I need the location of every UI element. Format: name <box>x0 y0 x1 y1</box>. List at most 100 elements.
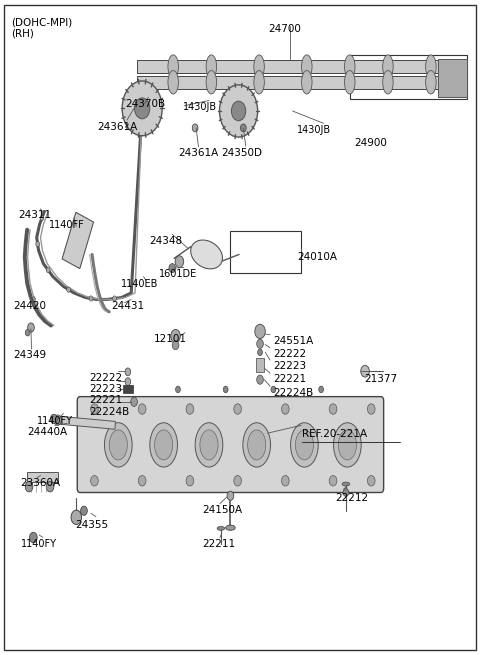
Ellipse shape <box>243 422 271 467</box>
Ellipse shape <box>217 527 225 531</box>
Ellipse shape <box>426 71 436 94</box>
Text: 24700: 24700 <box>269 24 301 34</box>
Bar <box>438 59 467 97</box>
Circle shape <box>125 378 131 386</box>
Text: 24361A: 24361A <box>97 122 137 132</box>
Circle shape <box>50 414 57 423</box>
Ellipse shape <box>150 422 178 467</box>
Circle shape <box>257 339 264 348</box>
Circle shape <box>25 329 30 336</box>
Circle shape <box>54 415 61 425</box>
Ellipse shape <box>345 55 355 79</box>
Circle shape <box>223 386 228 393</box>
Ellipse shape <box>334 422 361 467</box>
Text: 1430JB: 1430JB <box>183 102 217 113</box>
Circle shape <box>131 398 137 406</box>
Circle shape <box>125 368 131 376</box>
Ellipse shape <box>200 430 218 460</box>
Ellipse shape <box>345 71 355 94</box>
Circle shape <box>219 85 258 137</box>
Ellipse shape <box>383 71 393 94</box>
Circle shape <box>30 533 37 543</box>
Circle shape <box>329 404 337 414</box>
Circle shape <box>367 404 375 414</box>
Circle shape <box>46 267 50 272</box>
Circle shape <box>46 481 54 492</box>
Text: 24150A: 24150A <box>202 505 242 515</box>
Circle shape <box>343 489 349 496</box>
Ellipse shape <box>155 430 173 460</box>
Bar <box>230 231 301 272</box>
Circle shape <box>186 404 194 414</box>
Text: 1140FY: 1140FY <box>37 415 73 426</box>
Circle shape <box>176 386 180 393</box>
Circle shape <box>281 476 289 486</box>
Circle shape <box>319 386 324 393</box>
Text: 22224B: 22224B <box>274 388 313 398</box>
Polygon shape <box>62 212 94 269</box>
Text: 22222: 22222 <box>90 373 123 383</box>
Circle shape <box>258 349 263 356</box>
Bar <box>27 472 58 482</box>
Text: 23360A: 23360A <box>21 477 60 487</box>
FancyBboxPatch shape <box>77 397 384 493</box>
Text: (RH): (RH) <box>11 29 34 39</box>
Text: 22212: 22212 <box>336 493 369 502</box>
Circle shape <box>67 287 71 292</box>
Circle shape <box>128 386 132 393</box>
Ellipse shape <box>168 55 179 79</box>
Text: 24350D: 24350D <box>221 148 262 158</box>
Circle shape <box>231 101 246 121</box>
Circle shape <box>122 81 162 136</box>
Circle shape <box>71 510 82 525</box>
Circle shape <box>91 476 98 486</box>
Ellipse shape <box>301 55 312 79</box>
Ellipse shape <box>191 240 223 269</box>
Circle shape <box>234 404 241 414</box>
Text: 24370B: 24370B <box>125 99 166 109</box>
Circle shape <box>186 476 194 486</box>
Circle shape <box>171 329 180 343</box>
Text: 22223: 22223 <box>274 362 307 371</box>
Text: 22224B: 22224B <box>90 407 130 417</box>
Circle shape <box>89 296 93 301</box>
Text: 24311: 24311 <box>18 210 51 220</box>
Circle shape <box>255 324 265 339</box>
Ellipse shape <box>426 55 436 79</box>
Ellipse shape <box>195 422 223 467</box>
Text: 1430JB: 1430JB <box>297 125 331 136</box>
Circle shape <box>36 242 39 247</box>
Circle shape <box>169 263 176 272</box>
Ellipse shape <box>254 71 264 94</box>
Circle shape <box>81 506 87 515</box>
Text: 24355: 24355 <box>75 520 108 530</box>
Circle shape <box>134 98 150 119</box>
Ellipse shape <box>226 525 235 531</box>
Text: 24440A: 24440A <box>28 426 68 437</box>
Bar <box>137 60 467 73</box>
Circle shape <box>361 365 369 377</box>
Ellipse shape <box>301 71 312 94</box>
Circle shape <box>192 124 198 132</box>
Text: 1601DE: 1601DE <box>159 269 197 279</box>
Bar <box>122 385 133 393</box>
Text: 24431: 24431 <box>111 301 144 311</box>
Text: 22222: 22222 <box>274 349 307 359</box>
Ellipse shape <box>248 430 266 460</box>
Text: 12101: 12101 <box>154 334 187 344</box>
Circle shape <box>138 476 146 486</box>
Bar <box>137 76 467 89</box>
Text: 24420: 24420 <box>13 301 46 311</box>
Circle shape <box>138 404 146 414</box>
Ellipse shape <box>295 430 313 460</box>
Text: 21377: 21377 <box>364 375 397 384</box>
Text: 22211: 22211 <box>202 540 235 550</box>
Text: 24349: 24349 <box>13 350 47 360</box>
Ellipse shape <box>290 422 318 467</box>
Text: 24348: 24348 <box>149 236 182 246</box>
Circle shape <box>91 404 98 414</box>
Ellipse shape <box>109 430 127 460</box>
Ellipse shape <box>342 482 350 486</box>
Circle shape <box>240 124 246 132</box>
Text: REF.20-221A: REF.20-221A <box>302 428 367 439</box>
